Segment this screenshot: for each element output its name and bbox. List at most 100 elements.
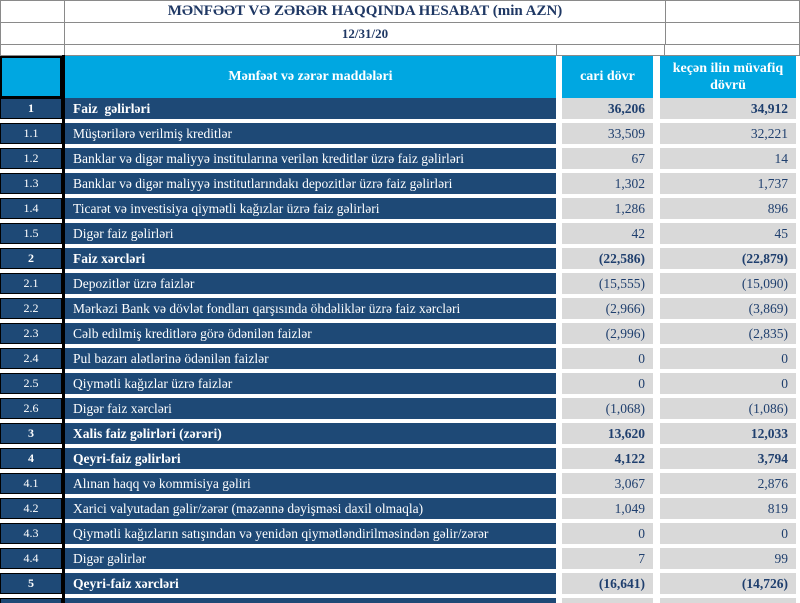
row-current-cell[interactable]: 4,122: [562, 448, 653, 469]
table-row: 5 Qeyri-faiz xərcləri (16,641) (14,726): [0, 573, 800, 594]
row-number-cell[interactable]: [0, 598, 62, 603]
row-label-cell[interactable]: Depozitlər üzrə faizlər: [65, 273, 556, 294]
row-current-cell[interactable]: (1,068): [562, 398, 653, 419]
row-label-cell[interactable]: Ticarət və investisiya qiymətli kağızlar…: [65, 198, 556, 219]
row-previous-cell[interactable]: 819: [660, 498, 796, 519]
row-label-cell[interactable]: Xarici valyutadan gəlir/zərər (məzənnə d…: [65, 498, 556, 519]
row-current-cell[interactable]: 33,509: [562, 123, 653, 144]
row-number-cell[interactable]: 2.3: [0, 323, 62, 344]
row-number-cell[interactable]: 2: [0, 248, 62, 269]
row-number-cell[interactable]: 2.6: [0, 398, 62, 419]
row-previous-cell[interactable]: 0: [660, 523, 796, 544]
empty-cell[interactable]: [557, 45, 665, 55]
row-current-cell[interactable]: (16,641): [562, 573, 653, 594]
row-current-cell[interactable]: (2,966): [562, 298, 653, 319]
row-current-cell[interactable]: 36,206: [562, 98, 653, 119]
row-label-cell[interactable]: Qiymətli kağızlar üzrə faizlər: [65, 373, 556, 394]
row-current-cell[interactable]: 42: [562, 223, 653, 244]
row-number-cell[interactable]: 2.2: [0, 298, 62, 319]
row-previous-cell[interactable]: 896: [660, 198, 796, 219]
row-number-cell[interactable]: 5: [0, 573, 62, 594]
row-number-cell[interactable]: 3: [0, 423, 62, 444]
report-date[interactable]: 12/31/20: [341, 25, 389, 41]
empty-cell[interactable]: [1, 45, 65, 55]
header-number-cell[interactable]: [0, 56, 62, 98]
row-previous-cell[interactable]: 2,876: [660, 473, 796, 494]
row-previous-cell[interactable]: 45: [660, 223, 796, 244]
row-label-cell[interactable]: Banklar və digər maliyyə institutlarında…: [65, 173, 556, 194]
row-label-cell[interactable]: Müştərilərə verilmiş kreditlər: [65, 123, 556, 144]
row-current-cell[interactable]: 0: [562, 523, 653, 544]
row-label-cell[interactable]: Faiz gəlirləri: [65, 98, 556, 119]
row-number-cell[interactable]: 1: [0, 98, 62, 119]
row-current-cell[interactable]: 1,302: [562, 173, 653, 194]
row-current-cell[interactable]: 13,620: [562, 423, 653, 444]
row-label-cell[interactable]: Faiz xərcləri: [65, 248, 556, 269]
column-header-items[interactable]: Mənfəət və zərər maddələri: [65, 56, 556, 98]
row-number-cell[interactable]: 1.3: [0, 173, 62, 194]
row-number-cell[interactable]: 1.5: [0, 223, 62, 244]
row-current-cell[interactable]: 67: [562, 148, 653, 169]
row-label-cell[interactable]: Digər gəlirlər: [65, 548, 556, 569]
row-previous-cell[interactable]: 34,912: [660, 98, 796, 119]
row-previous-cell[interactable]: [660, 598, 796, 603]
report-title[interactable]: MƏNFƏƏT VƏ ZƏRƏR HAQQINDA HESABAT (min A…: [167, 3, 563, 19]
row-current-cell[interactable]: 3,067: [562, 473, 653, 494]
empty-cell[interactable]: [1, 1, 65, 22]
row-previous-cell[interactable]: (14,726): [660, 573, 796, 594]
row-label-cell[interactable]: Digər faiz xərcləri: [65, 398, 556, 419]
row-previous-cell[interactable]: 1,737: [660, 173, 796, 194]
row-number-cell[interactable]: 4: [0, 448, 62, 469]
row-label-cell[interactable]: Qiymətli kağızların satışından və yenidə…: [65, 523, 556, 544]
row-previous-cell[interactable]: 3,794: [660, 448, 796, 469]
row-current-cell[interactable]: (15,555): [562, 273, 653, 294]
row-label-cell[interactable]: Cəlb edilmiş kreditlərə görə ödənilən fa…: [65, 323, 556, 344]
row-previous-cell[interactable]: (1,086): [660, 398, 796, 419]
row-current-cell[interactable]: 0: [562, 348, 653, 369]
row-previous-cell[interactable]: (22,879): [660, 248, 796, 269]
row-number-cell[interactable]: 4.3: [0, 523, 62, 544]
row-number-cell[interactable]: 4.4: [0, 548, 62, 569]
empty-cell[interactable]: [665, 1, 799, 22]
row-previous-cell[interactable]: 12,033: [660, 423, 796, 444]
empty-cell[interactable]: [65, 45, 557, 55]
row-number-cell[interactable]: 2.4: [0, 348, 62, 369]
row-label-cell[interactable]: Xalis faiz gəlirləri (zərəri): [65, 423, 556, 444]
row-previous-cell[interactable]: (2,835): [660, 323, 796, 344]
row-number-cell[interactable]: 1.2: [0, 148, 62, 169]
row-current-cell[interactable]: 1,049: [562, 498, 653, 519]
row-previous-cell[interactable]: 99: [660, 548, 796, 569]
row-current-cell[interactable]: (2,996): [562, 323, 653, 344]
row-previous-cell[interactable]: 32,221: [660, 123, 796, 144]
row-number-cell[interactable]: 2.1: [0, 273, 62, 294]
table-row: 1.3 Banklar və digər maliyyə institutlar…: [0, 173, 800, 194]
row-number-cell[interactable]: 4.2: [0, 498, 62, 519]
row-previous-cell[interactable]: (15,090): [660, 273, 796, 294]
row-previous-cell[interactable]: 0: [660, 348, 796, 369]
empty-cell[interactable]: [665, 23, 799, 44]
row-label-cell[interactable]: Qeyri-faiz xərcləri: [65, 573, 556, 594]
row-label-cell[interactable]: Banklar və digər maliyyə institularına v…: [65, 148, 556, 169]
row-label-cell[interactable]: [65, 598, 556, 603]
row-label-cell[interactable]: Qeyri-faiz gəlirləri: [65, 448, 556, 469]
row-label-cell[interactable]: Mərkəzi Bank və dövlət fondları qarşısın…: [65, 298, 556, 319]
row-previous-cell[interactable]: 14: [660, 148, 796, 169]
row-number-cell[interactable]: 1.1: [0, 123, 62, 144]
row-number-cell[interactable]: 4.1: [0, 473, 62, 494]
empty-cell[interactable]: [1, 23, 65, 44]
row-label-cell[interactable]: Pul bazarı alətlərinə ödənilən faizlər: [65, 348, 556, 369]
row-label-cell[interactable]: Alınan haqq və kommisiya gəliri: [65, 473, 556, 494]
row-number-cell[interactable]: 2.5: [0, 373, 62, 394]
row-label-cell[interactable]: Digər faiz gəlirləri: [65, 223, 556, 244]
row-current-cell[interactable]: 0: [562, 373, 653, 394]
empty-cell[interactable]: [665, 45, 799, 55]
column-header-current-period[interactable]: cari dövr: [562, 56, 653, 98]
row-current-cell[interactable]: (22,586): [562, 248, 653, 269]
column-header-previous-period[interactable]: keçən ilin müvafiq dövrü: [660, 56, 796, 98]
row-current-cell[interactable]: 7: [562, 548, 653, 569]
row-current-cell[interactable]: 1,286: [562, 198, 653, 219]
row-number-cell[interactable]: 1.4: [0, 198, 62, 219]
row-current-cell[interactable]: [562, 598, 653, 603]
row-previous-cell[interactable]: 0: [660, 373, 796, 394]
row-previous-cell[interactable]: (3,869): [660, 298, 796, 319]
